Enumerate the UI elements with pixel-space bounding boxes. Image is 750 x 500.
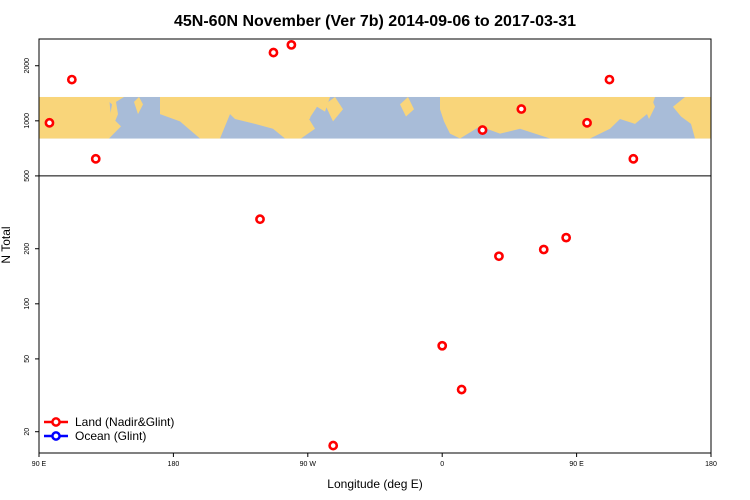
landmass-6 xyxy=(300,96,312,119)
data-point-series-0 xyxy=(437,340,448,351)
y-axis: 20 50 100 200 500 1000 2000 xyxy=(24,58,39,436)
landmass-11 xyxy=(673,96,711,139)
data-point-series-0 xyxy=(628,153,639,164)
legend-swatch-marker xyxy=(51,431,61,441)
landmass-1 xyxy=(39,96,121,139)
data-point-series-0 xyxy=(477,125,488,135)
x-axis: 90 E 180 90 W 0 90 E 180 xyxy=(32,453,717,468)
landmass-group xyxy=(645,96,655,119)
plot-frame xyxy=(38,38,712,454)
data-point-series-0 xyxy=(561,232,572,243)
x-tick-label: 0 xyxy=(440,461,444,468)
landmass-3 xyxy=(134,96,143,115)
data-point-series-0 xyxy=(255,214,265,225)
data-point-series-0 xyxy=(582,117,592,128)
y-tick-label: 20 xyxy=(24,428,31,436)
legend: Land (Nadir&Glint) Ocean (Glint) xyxy=(44,415,174,443)
x-tick-label: 90 E xyxy=(569,461,584,468)
landmass-4 xyxy=(160,96,245,139)
landmass-group xyxy=(39,96,121,139)
landmass-group xyxy=(104,96,124,124)
y-tick-label: 50 xyxy=(24,355,31,363)
y-tick-label: 200 xyxy=(24,243,31,255)
legend-item-ocean: Ocean (Glint) xyxy=(44,429,146,443)
data-point-series-0 xyxy=(268,47,279,58)
landmass-9 xyxy=(440,96,655,139)
chart-title: 45N-60N November (Ver 7b) 2014-09-06 to … xyxy=(174,13,576,30)
data-point-series-0 xyxy=(494,251,504,262)
landmass-7 xyxy=(325,96,343,122)
y-tick-label: 1000 xyxy=(24,113,31,129)
y-axis-label: N Total xyxy=(0,226,13,263)
y-tick-label: 500 xyxy=(24,170,31,182)
data-point-series-0 xyxy=(538,244,549,255)
landmass-10 xyxy=(645,96,655,119)
x-tick-label: 90 W xyxy=(300,461,317,468)
landmass-8 xyxy=(400,96,414,117)
data-point-series-0 xyxy=(456,384,467,395)
x-tick-label: 180 xyxy=(168,461,180,468)
landmass-group xyxy=(673,96,711,139)
world-map-band xyxy=(39,96,711,139)
y-tick-label: 2000 xyxy=(24,58,31,74)
data-point-series-0 xyxy=(328,440,339,451)
data-point-series-0 xyxy=(90,153,101,164)
landmass-group xyxy=(440,96,655,139)
x-axis-label: Longitude (deg E) xyxy=(327,477,422,491)
landmass-2 xyxy=(104,96,124,124)
landmass-group xyxy=(325,96,343,122)
landmass-group xyxy=(134,96,143,115)
x-tick-label: 180 xyxy=(705,461,717,468)
data-point-series-0 xyxy=(516,104,527,114)
legend-item-land: Land (Nadir&Glint) xyxy=(44,415,174,429)
x-tick-label: 90 E xyxy=(32,461,47,468)
data-points xyxy=(44,39,639,451)
landmass-group xyxy=(160,96,245,139)
data-point-series-0 xyxy=(286,39,297,50)
data-point-series-0 xyxy=(44,117,55,128)
legend-label-ocean: Ocean (Glint) xyxy=(75,429,146,443)
legend-swatch-marker xyxy=(51,417,61,427)
y-tick-label: 100 xyxy=(24,298,31,310)
legend-label-land: Land (Nadir&Glint) xyxy=(75,415,174,429)
data-point-series-0 xyxy=(604,74,615,85)
data-point-series-0 xyxy=(66,74,77,85)
landmass-group xyxy=(400,96,414,117)
landmass-group xyxy=(300,96,312,119)
